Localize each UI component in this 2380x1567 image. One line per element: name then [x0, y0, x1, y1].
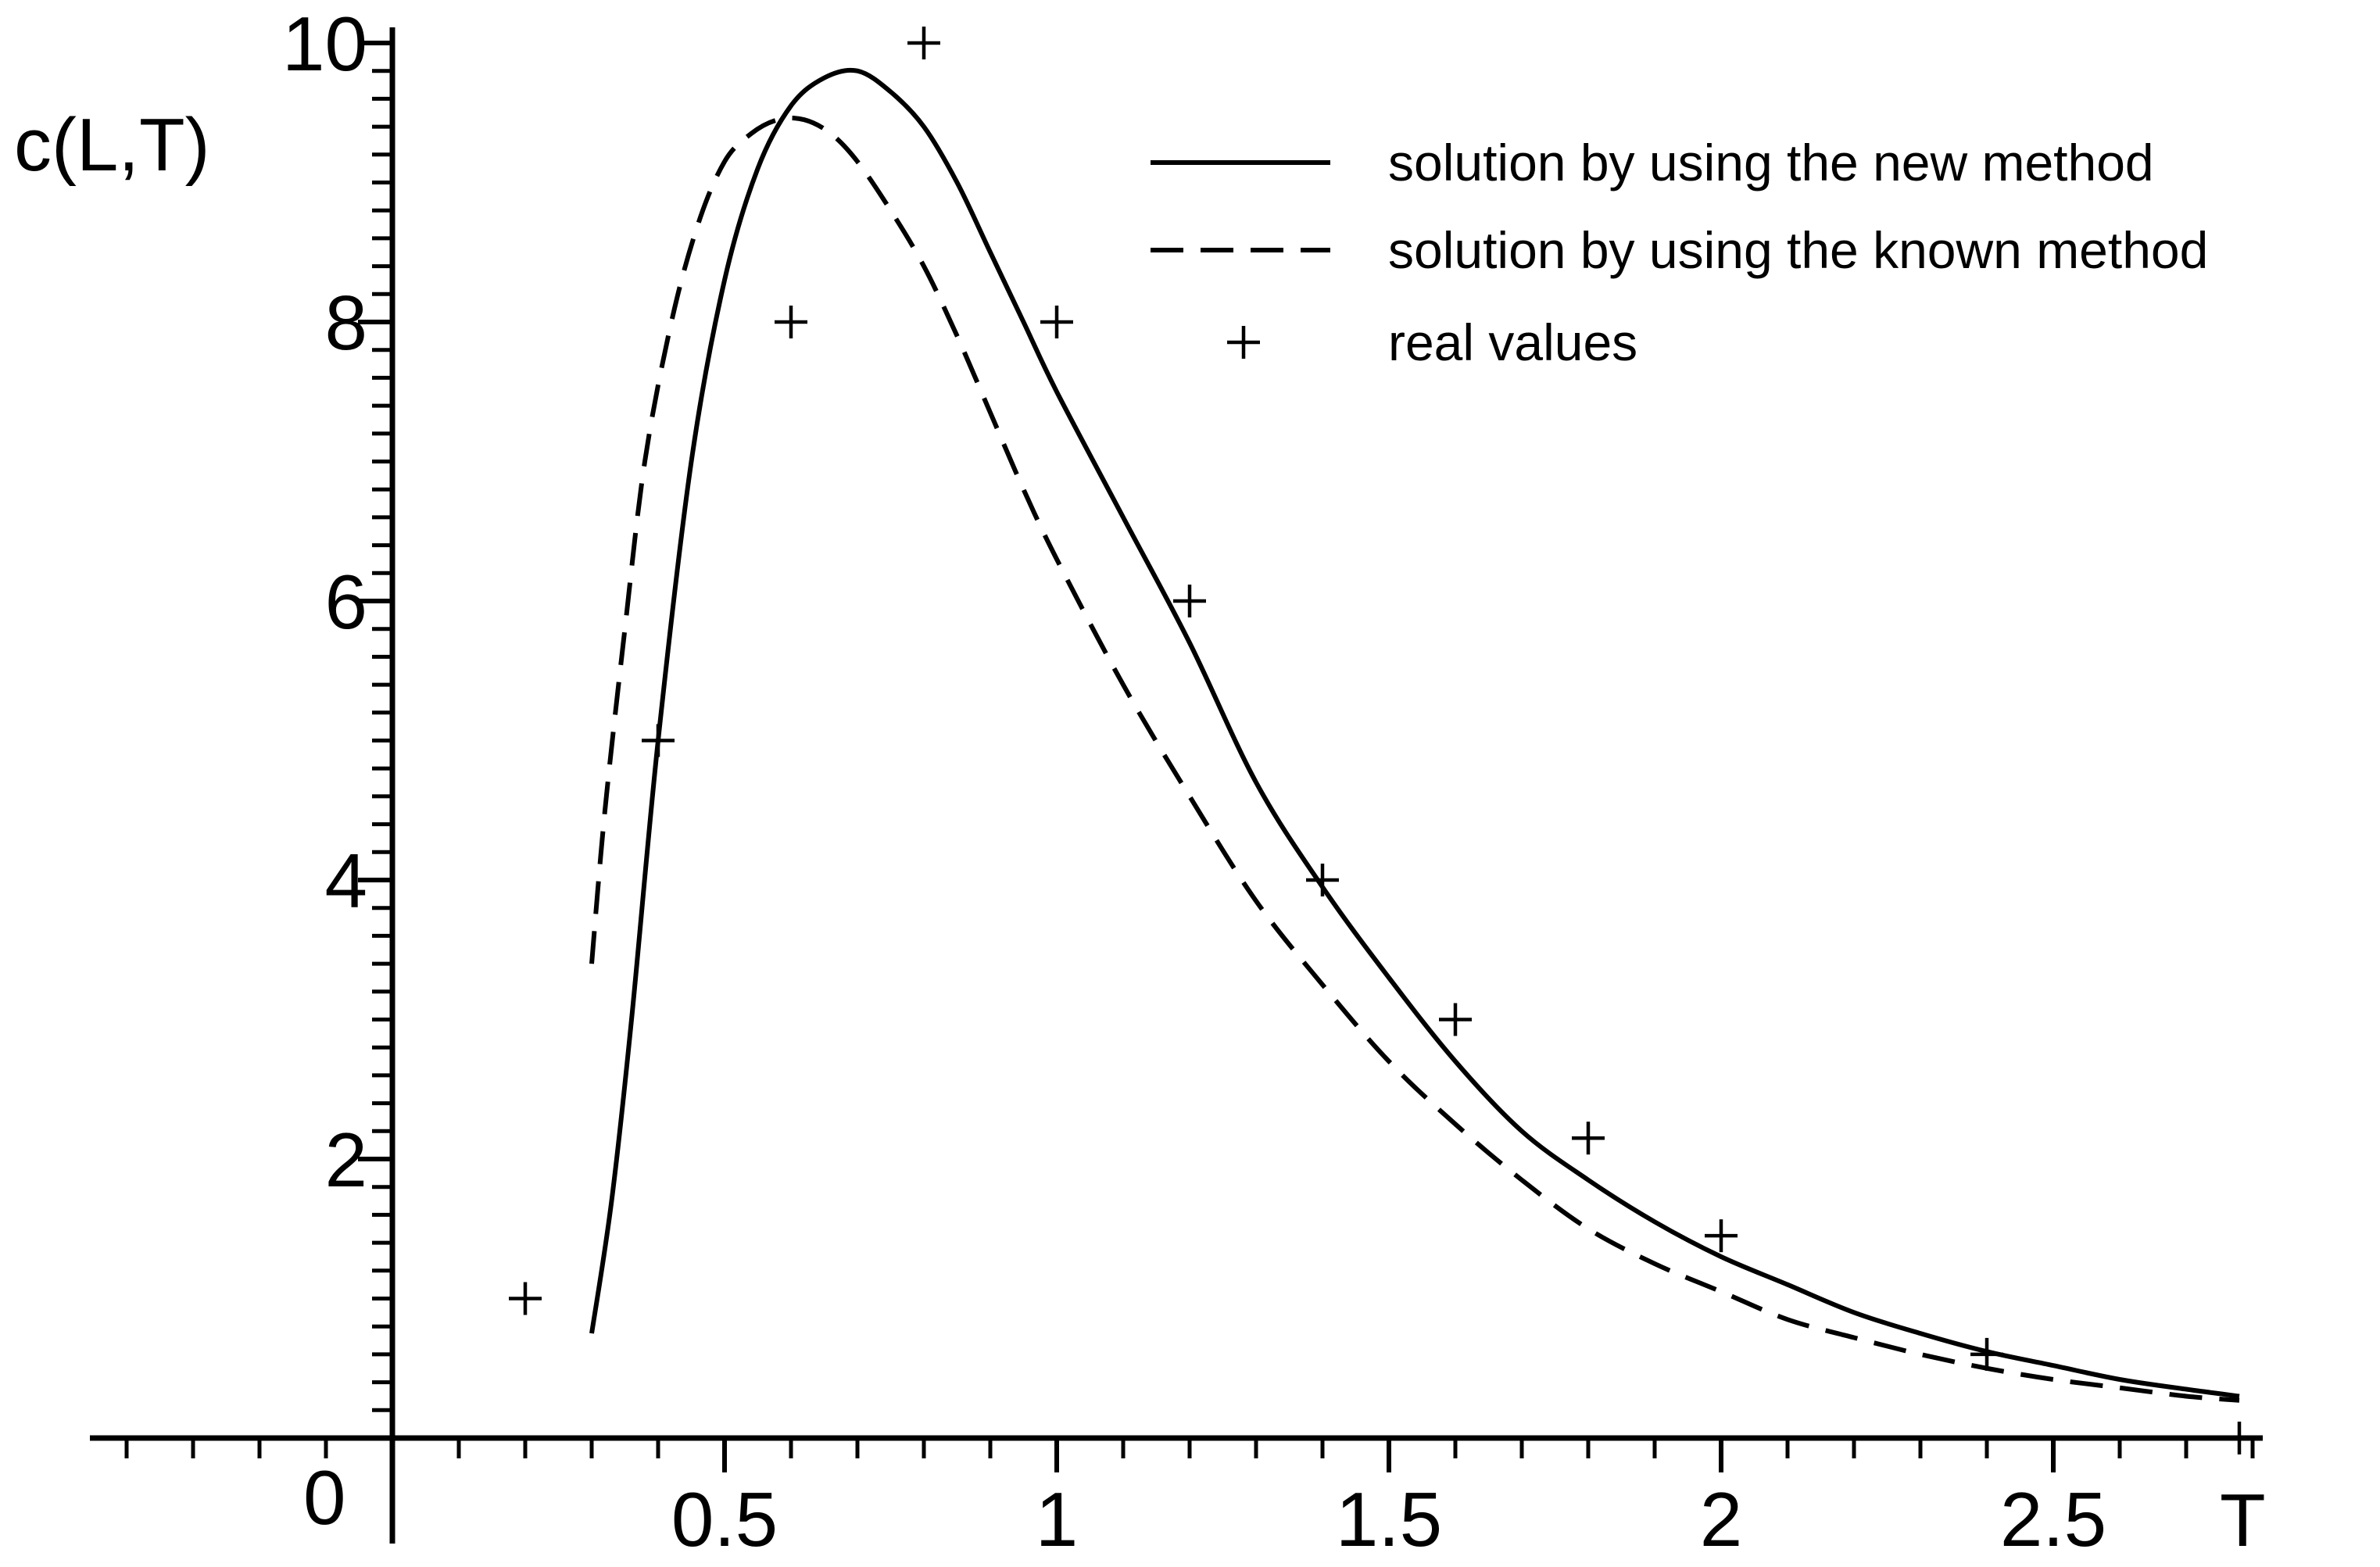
y-axis-label: c(L,T)	[14, 103, 210, 187]
y-tick-label: 4	[324, 838, 367, 924]
x-tick-label: 2.5	[2000, 1476, 2106, 1562]
data-point-real-value	[775, 306, 807, 338]
x-tick-label: 1	[1036, 1476, 1079, 1562]
legend-label: solution by using the known method	[1388, 221, 2208, 279]
data-point-real-value	[907, 27, 940, 59]
data-point-real-value	[1970, 1337, 2003, 1371]
data-point-real-value	[1306, 864, 1339, 896]
series-line-new-method	[589, 67, 2240, 1399]
data-point-real-value	[509, 1282, 542, 1315]
legend-swatch-real-values	[1227, 326, 1260, 359]
legend-label: solution by using the new method	[1388, 134, 2154, 191]
y-tick-label: 10	[282, 1, 367, 87]
x-axis-label: T	[2220, 1479, 2266, 1562]
x-tick-label: 1.5	[1336, 1476, 1442, 1562]
y-tick-label: 2	[324, 1117, 367, 1203]
x-tick-label: 0.5	[671, 1476, 778, 1562]
y-tick-label: 6	[324, 559, 367, 645]
data-point-real-value	[2223, 1422, 2256, 1454]
legend: solution by using the new method solution…	[1151, 134, 2208, 371]
legend-label: real values	[1388, 313, 1637, 371]
data-point-real-value	[1173, 585, 1206, 617]
x-tick-label: 2	[1700, 1476, 1743, 1562]
origin-label: 0	[303, 1454, 346, 1540]
data-point-real-value	[1040, 306, 1073, 338]
data-point-real-value	[1572, 1122, 1605, 1155]
axes: 0.5 1 1.5 2 2.5 2 4 6 8 10	[90, 1, 2263, 1562]
data-point-real-value	[1705, 1219, 1738, 1253]
series-line-known-method	[589, 115, 2240, 1403]
y-tick-label: 8	[324, 280, 367, 366]
series-layer	[509, 27, 2256, 1454]
data-point-real-value	[642, 724, 675, 757]
data-point-real-value	[1439, 1003, 1472, 1036]
